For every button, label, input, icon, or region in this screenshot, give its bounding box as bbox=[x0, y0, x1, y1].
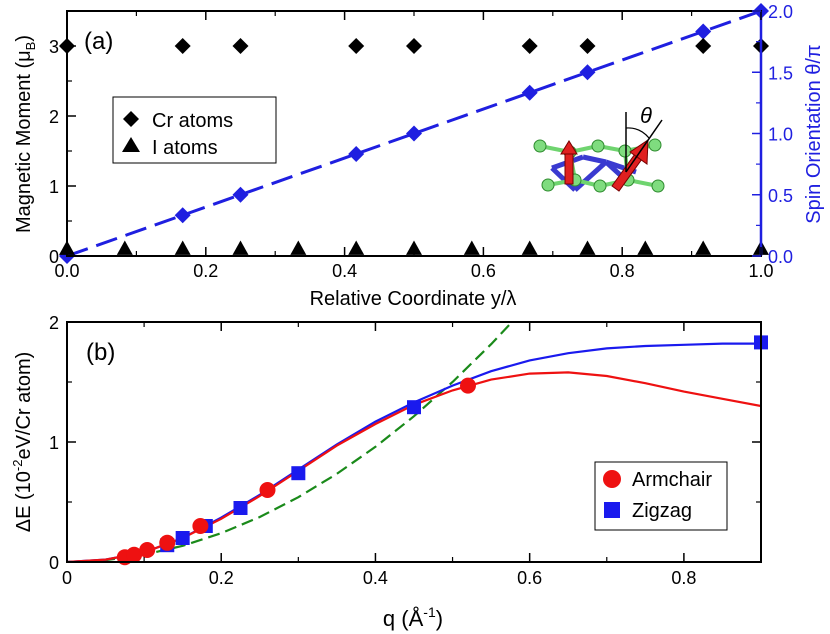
panel-b-x-axis-label: q (Å-1) bbox=[383, 604, 443, 631]
x-tick-label-b: 0.6 bbox=[517, 568, 542, 588]
theta-label: θ bbox=[640, 103, 652, 128]
panel-a-markers bbox=[59, 3, 769, 264]
y-tick-label-a: 2 bbox=[49, 107, 59, 127]
legend-square-icon bbox=[604, 502, 620, 518]
armchair-point bbox=[192, 518, 209, 534]
panel-b-markers bbox=[116, 335, 768, 566]
spin-point bbox=[174, 207, 191, 224]
legend-triangle-icon bbox=[122, 137, 140, 152]
legend-diamond-icon bbox=[123, 111, 139, 127]
x-tick-label-b: 0.8 bbox=[671, 568, 696, 588]
spin-point bbox=[232, 186, 249, 203]
x-tick-label-a: 0.6 bbox=[471, 261, 496, 281]
y-right-tick-label-a: 0.5 bbox=[768, 186, 793, 206]
x-tick-label-a: 0.0 bbox=[54, 261, 79, 281]
panel-a-label: (a) bbox=[84, 28, 113, 55]
i-atom-point bbox=[579, 240, 596, 255]
armchair-point bbox=[159, 534, 176, 551]
cr-atom-point bbox=[406, 38, 422, 54]
panel-a-legend: Cr atoms I atoms bbox=[112, 96, 277, 164]
i-atom-point bbox=[637, 240, 654, 255]
zigzag-point bbox=[407, 400, 421, 415]
crystal-inset-icon: θ bbox=[533, 103, 665, 193]
legend-armchair: Armchair bbox=[632, 469, 712, 491]
spin-point bbox=[579, 64, 596, 81]
legend-zigzag: Zigzag bbox=[632, 500, 692, 522]
spin-point bbox=[695, 23, 712, 40]
panel-a: θ 0.0 0.2 0.4 0.6 0.8 1.001230.00.51.01.52.0 … bbox=[13, 2, 825, 310]
x-tick-label-b: 0.2 bbox=[209, 568, 234, 588]
spin-orientation-line bbox=[67, 11, 761, 256]
panel-a-right-axis-label: Spin Orientation θ/π bbox=[803, 44, 825, 223]
x-tick-label-b: 0.4 bbox=[363, 568, 388, 588]
panel-b: 0 0.2 0.4 0.6 0.8 0 1 2 (b) Armchair Zigzag q (… bbox=[10, 313, 768, 631]
i-atom-point bbox=[116, 240, 133, 255]
panel-b-legend: Armchair Zigzag bbox=[594, 461, 728, 531]
i-atom-point bbox=[174, 240, 191, 255]
y-right-tick-label-a: 0.0 bbox=[768, 247, 793, 267]
cr-atom-point bbox=[348, 38, 365, 54]
spin-point bbox=[348, 145, 365, 162]
y-right-tick-label-a: 1.0 bbox=[768, 125, 793, 145]
panel-a-x-axis-label: Relative Coordinate y/λ bbox=[310, 288, 517, 310]
panel-a-left-axis-label: Magnetic Moment (μB) bbox=[13, 35, 38, 233]
panel-b-ticks: 0 0.2 0.4 0.6 0.8 0 1 2 bbox=[49, 313, 761, 588]
x-tick-label-a: 1.0 bbox=[748, 261, 773, 281]
cr-atom-point bbox=[174, 38, 191, 54]
armchair-point bbox=[459, 377, 476, 394]
y-tick-label-b: 2 bbox=[49, 313, 59, 333]
y-tick-label-b: 1 bbox=[49, 433, 59, 453]
x-tick-label-b: 0 bbox=[62, 568, 72, 588]
panel-a-ticks: 0.0 0.2 0.4 0.6 0.8 1.0 0 1 2 3 0.0 0.5 1.0 1.5 2.0 bbox=[49, 2, 793, 281]
zigzag-point bbox=[291, 466, 306, 481]
legend-circle-icon bbox=[603, 470, 621, 488]
x-tick-label-a: 0.2 bbox=[193, 261, 218, 281]
y-tick-label-a: 1 bbox=[49, 177, 59, 197]
panel-b-label: (b) bbox=[86, 339, 115, 366]
y-right-tick-label-a: 1.5 bbox=[768, 63, 793, 83]
i-atom-point bbox=[695, 240, 712, 255]
i-atom-point bbox=[348, 240, 365, 255]
armchair-point bbox=[126, 546, 143, 563]
quadratic-fit-line bbox=[67, 322, 513, 562]
zigzag-point bbox=[233, 501, 248, 515]
i-atom-point bbox=[463, 240, 480, 255]
armchair-point bbox=[139, 542, 156, 558]
y-right-tick-label-a: 2.0 bbox=[768, 2, 793, 22]
panel-a-plot-area bbox=[67, 11, 761, 256]
i-atom-point bbox=[406, 240, 422, 255]
panel-b-y-axis-label: ΔE (10-2eV/Cr atom) bbox=[10, 352, 35, 533]
x-tick-label-a: 0.8 bbox=[610, 261, 635, 281]
cr-atom-point bbox=[521, 38, 538, 54]
cr-atom-point bbox=[695, 38, 712, 54]
x-tick-label-a: 0.4 bbox=[332, 261, 357, 281]
cr-atom-point bbox=[232, 38, 249, 54]
armchair-point bbox=[259, 482, 276, 498]
i-atom-point bbox=[232, 240, 249, 255]
i-atom-point bbox=[290, 240, 307, 255]
i-atom-point bbox=[521, 240, 538, 255]
y-tick-label-b: 0 bbox=[49, 553, 59, 573]
legend-cr-atoms: Cr atoms bbox=[152, 110, 233, 132]
y-tick-label-a: 0 bbox=[49, 247, 59, 267]
zigzag-point bbox=[175, 531, 190, 545]
legend-i-atoms: I atoms bbox=[152, 137, 218, 159]
spin-arrow-icon bbox=[560, 140, 578, 185]
y-tick-label-a: 3 bbox=[49, 37, 59, 57]
cr-atom-point bbox=[579, 38, 596, 54]
spin-point bbox=[521, 84, 538, 101]
spin-point bbox=[406, 125, 422, 142]
